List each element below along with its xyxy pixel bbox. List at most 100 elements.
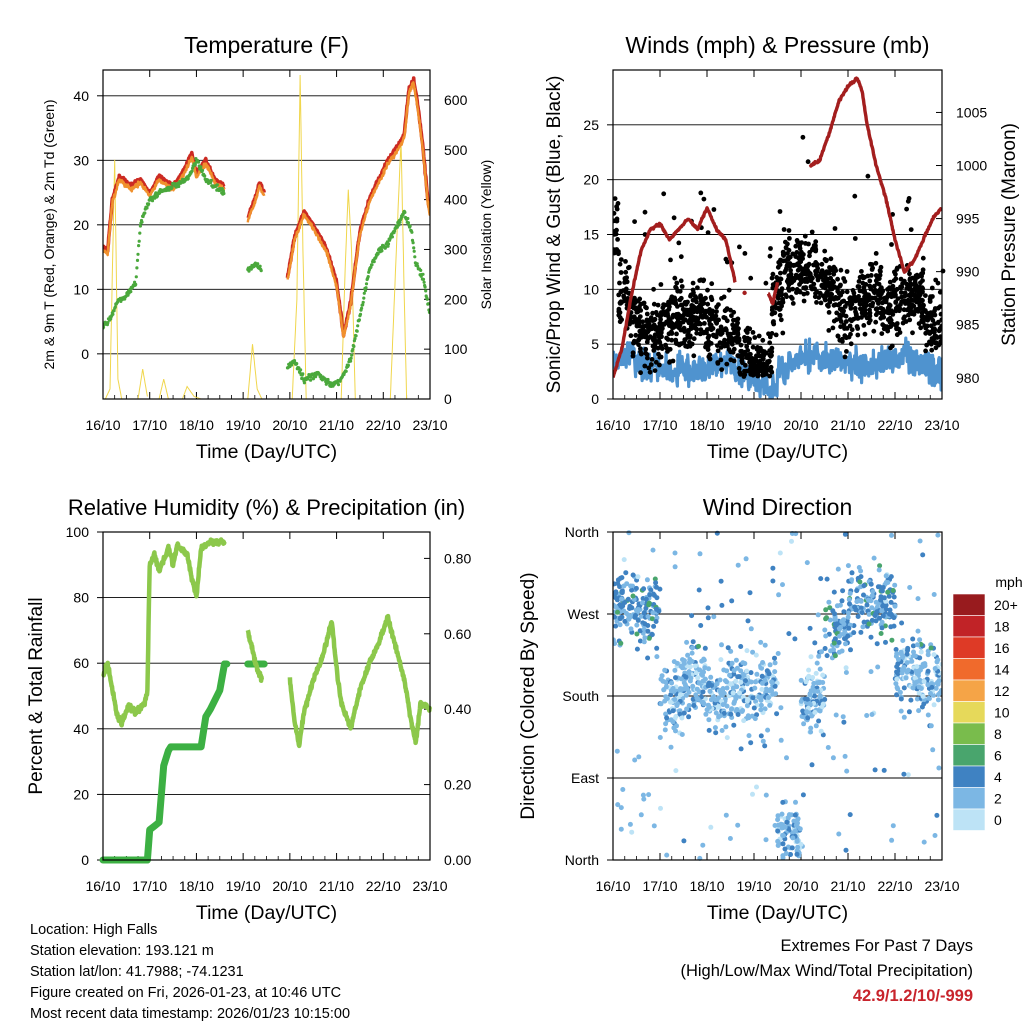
gust-point	[636, 316, 641, 322]
direction-point	[831, 589, 837, 595]
gust-point	[910, 275, 915, 281]
direction-point	[689, 650, 695, 656]
gust-point	[643, 334, 649, 339]
direction-point	[724, 735, 730, 741]
gust-point	[615, 201, 621, 206]
gust-point	[920, 278, 925, 283]
gust-point	[923, 293, 928, 298]
dewpoint-point	[403, 210, 407, 214]
gust-point	[824, 257, 829, 263]
gust-point	[861, 285, 867, 290]
direction-point	[842, 531, 848, 537]
direction-point	[824, 576, 830, 582]
direction-point	[750, 695, 756, 701]
gust-point	[781, 227, 787, 232]
direction-point	[626, 530, 632, 536]
gust-point	[768, 246, 773, 251]
gust-point	[818, 300, 824, 306]
direction-point	[907, 585, 913, 590]
direction-point	[634, 646, 640, 652]
dewpoint-point	[390, 235, 394, 239]
gust-point	[849, 327, 855, 333]
direction-point	[754, 712, 760, 718]
gust-point	[898, 285, 904, 291]
direction-point	[897, 689, 903, 695]
direction-point	[634, 622, 640, 628]
direction-point	[654, 595, 660, 601]
winds-ytick-label: 0	[591, 391, 599, 407]
dewpoint-point	[369, 265, 373, 269]
gust-point	[694, 330, 700, 336]
direction-point	[692, 663, 698, 669]
gust-point	[932, 312, 938, 318]
gust-point	[673, 340, 679, 345]
gust-point	[799, 240, 804, 246]
gust-point	[920, 313, 925, 319]
direction-point	[930, 747, 936, 753]
dewpoint-point	[190, 169, 194, 173]
winds-xtick-label: 23/10	[924, 417, 959, 433]
gust-point	[715, 343, 720, 348]
gust-point	[621, 295, 627, 300]
temperature-xtick-label: 22/10	[366, 417, 401, 433]
gust-point	[714, 319, 719, 325]
gust-point	[826, 310, 832, 315]
direction-point	[619, 588, 625, 594]
direction-point	[731, 722, 737, 728]
gust-point	[898, 290, 904, 295]
dewpoint-point	[412, 249, 416, 253]
direction-point	[816, 718, 822, 724]
gust-point	[613, 247, 619, 253]
direction-point	[724, 685, 730, 691]
gust-point	[901, 298, 907, 303]
gust-point	[703, 344, 708, 350]
gust-point	[628, 333, 634, 339]
direction-point	[825, 745, 831, 750]
direction-point	[809, 762, 815, 768]
gust-point	[651, 286, 656, 292]
direction-point	[858, 605, 864, 611]
gust-point	[822, 273, 828, 278]
dewpoint-point	[386, 242, 391, 246]
direction-point	[759, 673, 765, 679]
direction-point	[873, 618, 879, 624]
direction-point	[775, 813, 781, 819]
gust-point	[647, 369, 653, 375]
direction-point	[770, 578, 776, 584]
gust-point	[630, 319, 636, 325]
dewpoint-point	[222, 191, 226, 196]
direction-point	[638, 812, 644, 818]
direction-point	[797, 826, 803, 832]
temperature-ytick-label: 20	[73, 217, 89, 233]
gust-point	[698, 327, 704, 332]
gust-point	[701, 330, 706, 336]
direction-point	[885, 589, 891, 595]
direction-point	[915, 642, 920, 648]
direction-point	[800, 792, 806, 798]
direction-point	[725, 645, 731, 651]
direction-point	[625, 612, 631, 618]
temperature-ytick-label: 0	[81, 346, 89, 362]
direction-point	[892, 582, 898, 588]
direction-point	[837, 626, 843, 632]
dewpoint-point	[425, 297, 429, 301]
gust-point	[665, 313, 671, 319]
temperature-y2tick-label: 100	[444, 341, 468, 357]
gust-point	[930, 317, 936, 323]
direction-point	[690, 645, 695, 651]
direction-point	[751, 705, 757, 711]
direction-point	[774, 711, 780, 717]
temperature-xtick-label: 20/10	[272, 417, 307, 433]
gust-point	[682, 329, 687, 334]
direction-point	[848, 647, 853, 653]
direction-point	[720, 686, 726, 691]
direction-point	[935, 680, 941, 686]
direction-point	[649, 616, 655, 622]
gust-point	[613, 210, 617, 216]
direction-point	[702, 696, 708, 702]
direction-point	[898, 708, 904, 714]
direction-point	[894, 692, 900, 698]
gust-point	[831, 318, 837, 324]
temperature-y2tick-label: 300	[444, 241, 468, 257]
gust-point	[819, 283, 825, 289]
